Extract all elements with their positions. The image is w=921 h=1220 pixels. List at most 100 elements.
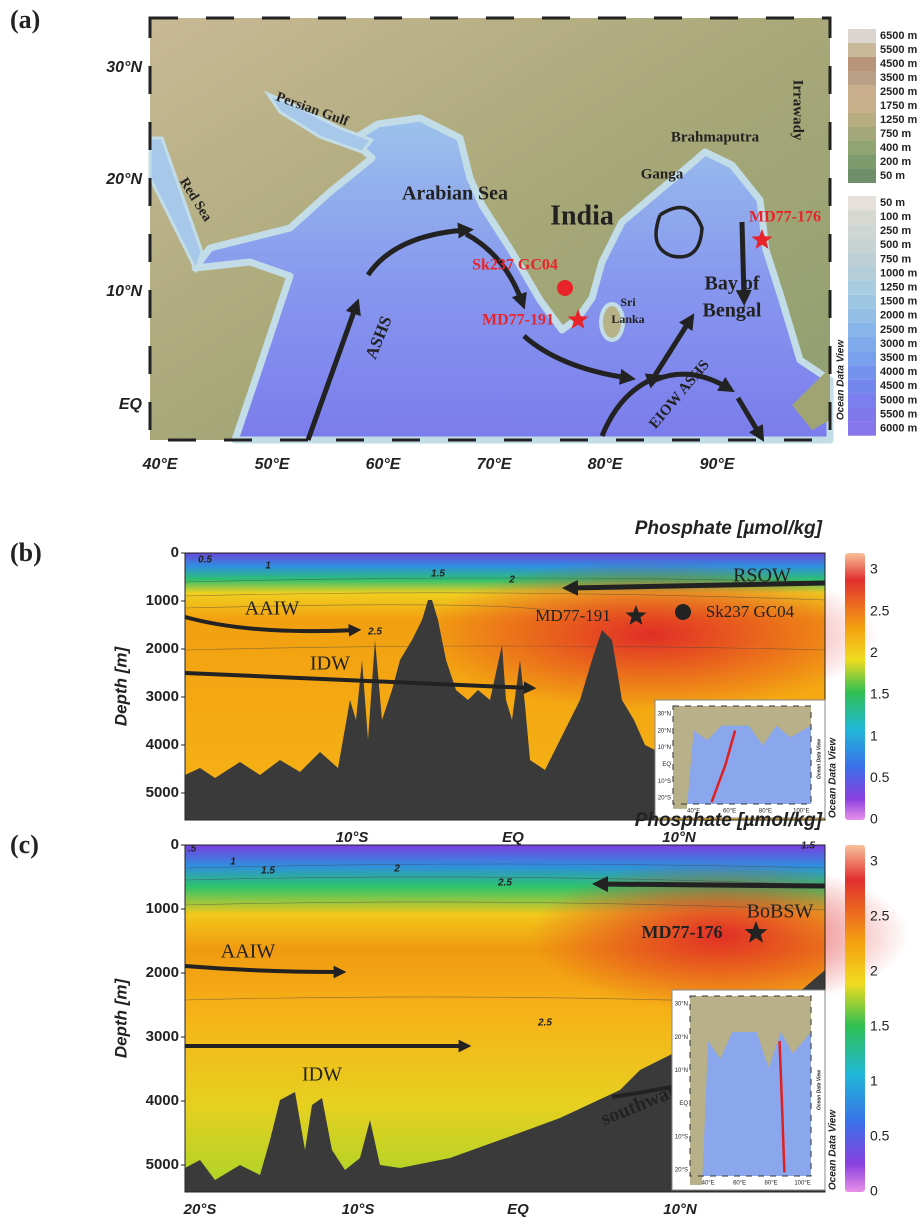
arrow: [592, 876, 826, 893]
place-label: India: [550, 200, 614, 231]
x-tick: 10°S: [342, 1201, 375, 1218]
source-label: Ocean Data View: [836, 339, 847, 420]
inset-lat: 30°N: [675, 1002, 688, 1008]
contour-line: [184, 592, 826, 601]
persian-gulf: [263, 90, 375, 154]
panel-label: (a): [10, 5, 40, 34]
legend-label: 2500 m: [880, 86, 918, 98]
y-axis-label: Depth [m]: [111, 978, 130, 1059]
x-tick: 10°S: [336, 829, 369, 846]
inset-lat: 10°N: [658, 745, 671, 751]
arrow: [654, 371, 735, 393]
inset-section-line: [710, 730, 737, 803]
legend-swatch: [848, 337, 876, 352]
inset-lon: 100°E: [793, 809, 809, 815]
inset-lon: 80°E: [759, 809, 772, 815]
legend-swatch: [848, 127, 876, 141]
colorbar: [845, 845, 865, 1192]
inset-lat: 20°N: [675, 1035, 688, 1041]
legend-label: 1250 m: [880, 114, 918, 126]
legend-swatch: [848, 252, 876, 267]
water-mass: IDW: [310, 653, 350, 675]
legend-swatch: [848, 43, 876, 57]
sumatra: [792, 368, 830, 430]
source-label: Ocean Data View: [828, 737, 839, 818]
legend-label: 50 m: [880, 170, 905, 182]
legend-swatch: [848, 393, 876, 408]
legend-label: 1250 m: [880, 282, 918, 294]
contour-label: 0.5: [198, 555, 212, 566]
x-tick: 10°N: [663, 1201, 698, 1218]
water-mass: AAIW: [221, 941, 276, 963]
contour-line: [184, 577, 826, 583]
red-sea: [148, 136, 204, 274]
colorbar-tick: 1.5: [870, 686, 890, 702]
depth-tick: 5000: [146, 1156, 179, 1173]
depth-tick: 4000: [146, 1092, 179, 1109]
place-label: Irrawady: [790, 80, 806, 141]
lon-label: 50°E: [255, 456, 291, 473]
bathymetry: [185, 600, 655, 820]
contour-line: [184, 645, 826, 651]
high-phosphate: [530, 860, 910, 1010]
contour-label: 2.5: [497, 878, 512, 889]
x-tick: 20°S: [183, 1201, 217, 1218]
colorbar-tick: 2: [870, 644, 878, 660]
arrow: [184, 964, 347, 979]
contour-line: [184, 604, 561, 613]
legend-label: 6500 m: [880, 30, 918, 42]
x-tick: EQ: [507, 1201, 529, 1218]
site-marker: [675, 604, 691, 620]
arrow: [562, 579, 826, 596]
legend-label: 3500 m: [880, 72, 918, 84]
legend-swatch: [848, 421, 876, 436]
colorbar-tick: 0: [870, 811, 878, 827]
contour-label: 1: [230, 857, 236, 868]
section-frame: [184, 552, 826, 821]
site-label: MD77-176: [642, 922, 723, 942]
arrow: [184, 615, 362, 637]
section-title: Phosphate [µmol/kg]: [635, 518, 823, 539]
y-axis-label: Depth [m]: [111, 646, 130, 727]
lon-label: 80°E: [588, 456, 624, 473]
place-label: Brahmaputra: [671, 129, 760, 145]
colorbar-tick: 0: [870, 1183, 878, 1199]
colorbar-tick: 1: [870, 727, 878, 743]
legend-swatch: [848, 169, 876, 183]
contour-label: .5: [188, 844, 197, 855]
legend-label: 4500 m: [880, 380, 918, 392]
panel-label: (b): [10, 538, 42, 567]
inset-lat: 10°S: [658, 779, 671, 785]
lon-label: 60°E: [366, 456, 402, 473]
legend-swatch: [848, 113, 876, 127]
bathymetry: [185, 970, 825, 1192]
lon-label: 70°E: [477, 456, 513, 473]
arrow: [464, 231, 527, 310]
arrow: [599, 373, 663, 437]
legend-swatch: [848, 294, 876, 309]
legend-label: 5500 m: [880, 44, 918, 56]
place-label: Bay of: [705, 273, 760, 295]
contour-label: 1.5: [261, 866, 275, 877]
map-frame: [148, 16, 832, 442]
depth-tick: 2000: [146, 640, 179, 657]
legend-label: 500 m: [880, 239, 911, 251]
legend-swatch: [848, 238, 876, 253]
legend-label: 4500 m: [880, 58, 918, 70]
legend-swatch: [848, 322, 876, 337]
site-marker: [557, 280, 573, 296]
inset-section-line: [778, 1040, 786, 1173]
legend-swatch: [848, 85, 876, 99]
depth-tick: 5000: [146, 784, 179, 801]
arrow: [649, 313, 695, 382]
x-tick: EQ: [502, 829, 524, 846]
depth-tick: 1000: [146, 900, 179, 917]
lat-label: 30°N: [106, 59, 142, 76]
colorbar-tick: 2.5: [870, 602, 890, 618]
legend-swatch: [848, 351, 876, 366]
place-label: Bengal: [703, 300, 762, 322]
inset-lat: 20°S: [675, 1168, 688, 1174]
arrow: [522, 334, 636, 385]
legend-label: 5500 m: [880, 408, 918, 420]
